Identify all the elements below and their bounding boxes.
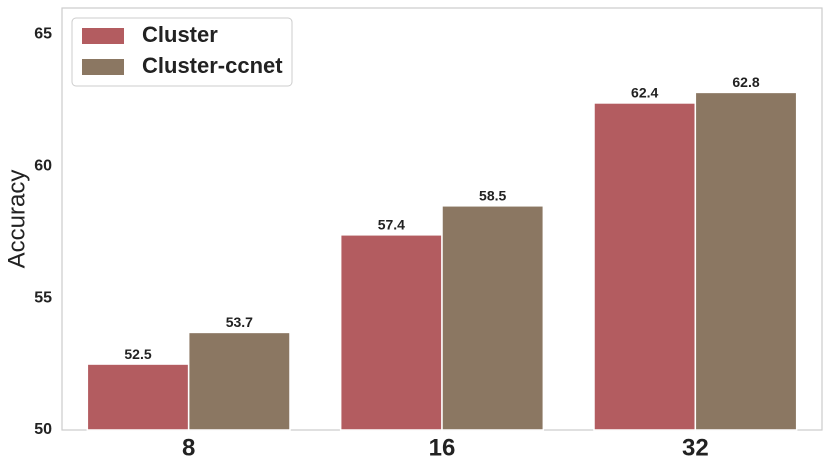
x-tick-label: 32 — [682, 434, 709, 461]
bar — [694, 91, 798, 431]
bar — [441, 205, 545, 431]
bar — [187, 331, 291, 431]
value-label: 62.8 — [732, 74, 759, 90]
y-tick-label: 60 — [34, 157, 52, 174]
bar — [86, 363, 190, 431]
x-tick-label: 16 — [429, 434, 456, 461]
value-label: 52.5 — [124, 346, 151, 362]
bar — [339, 234, 443, 431]
bar — [593, 102, 697, 431]
legend-label: Cluster — [142, 22, 218, 47]
value-label: 62.4 — [631, 85, 658, 101]
x-tick-label: 8 — [182, 434, 195, 461]
legend-swatch — [82, 28, 124, 44]
value-label: 57.4 — [378, 217, 405, 233]
value-label: 53.7 — [226, 314, 253, 330]
y-tick-label: 55 — [34, 289, 52, 306]
value-label: 58.5 — [479, 188, 506, 204]
legend-swatch — [82, 59, 124, 75]
legend-box — [71, 17, 293, 87]
y-tick-label: 50 — [34, 421, 52, 438]
y-tick-label: 65 — [34, 26, 52, 43]
legend-label: Cluster-ccnet — [142, 53, 283, 78]
y-axis-label: Accuracy — [3, 170, 30, 269]
